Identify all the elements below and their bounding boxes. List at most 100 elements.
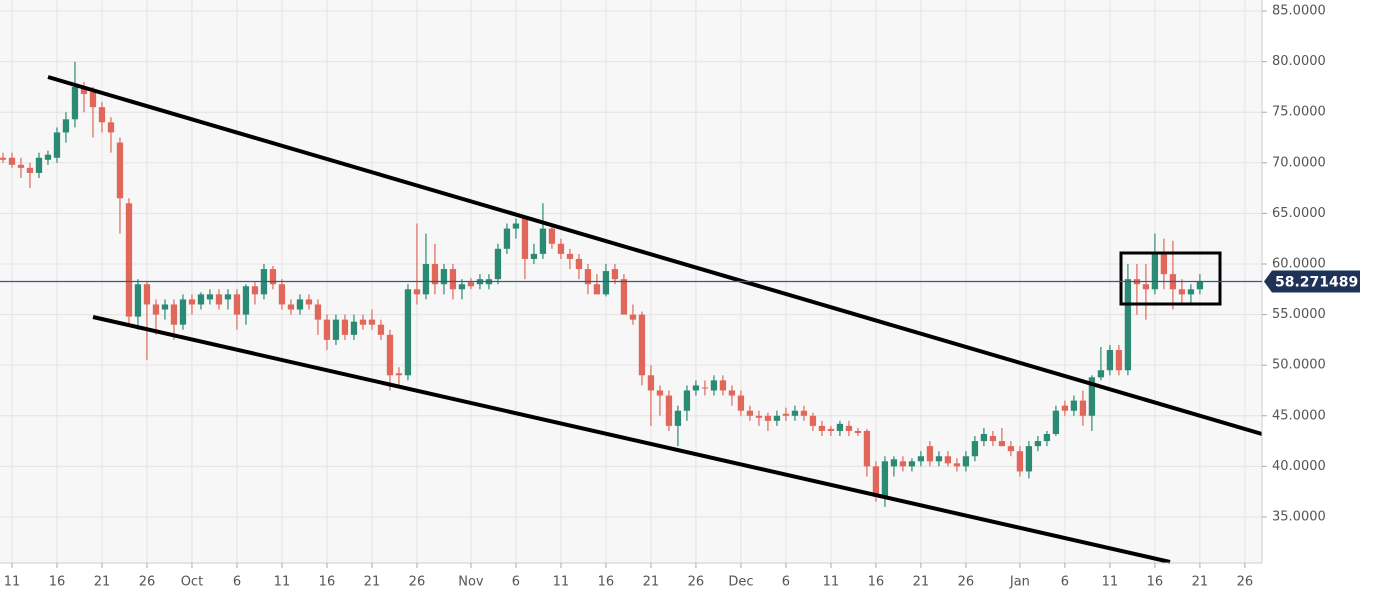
x-tick-label: 11: [274, 575, 291, 590]
candle-body: [1115, 350, 1123, 371]
annotations: [47, 75, 1263, 564]
x-tick-label: Dec: [728, 575, 753, 590]
candle-body: [953, 463, 961, 467]
candle-body: [656, 390, 664, 396]
candle-body: [305, 299, 313, 305]
candle-body: [629, 314, 637, 320]
candle-body: [692, 385, 700, 391]
candle-body: [890, 459, 898, 467]
candle-body: [773, 415, 781, 421]
candle-body: [1151, 253, 1159, 290]
candle-body: [1043, 433, 1051, 442]
candle-body: [827, 428, 835, 431]
y-tick-label: 80.0000: [1272, 54, 1326, 69]
candle-body: [998, 441, 1006, 447]
consolidation-box: [1119, 251, 1222, 306]
candle-body: [17, 164, 25, 168]
candle-body: [575, 258, 583, 270]
candle-body: [674, 410, 682, 426]
candle-body: [647, 375, 655, 391]
candle-body: [251, 286, 259, 295]
candle-body: [566, 253, 574, 259]
candle-body: [764, 415, 772, 421]
candle-body: [1016, 451, 1024, 472]
candle-body: [440, 269, 448, 285]
y-tick-label: 35.0000: [1272, 509, 1326, 524]
candle-body: [917, 456, 925, 462]
candle-body: [800, 410, 808, 416]
x-tick-label: 21: [94, 575, 111, 590]
x-tick-label: 21: [643, 575, 660, 590]
y-tick-label: 50.0000: [1272, 358, 1326, 373]
candle-body: [611, 269, 619, 280]
candle-body: [584, 269, 592, 285]
y-tick-label: 65.0000: [1272, 206, 1326, 221]
candle-body: [728, 390, 736, 396]
candle-body: [242, 286, 250, 315]
candle-body: [152, 304, 160, 315]
candle-body: [503, 228, 511, 249]
candle-body: [62, 119, 70, 133]
x-tick-label: 26: [1237, 575, 1254, 590]
candle-body: [89, 91, 97, 108]
candle-body: [1052, 410, 1060, 434]
x-tick-label: 6: [782, 575, 790, 590]
candle-body: [863, 430, 871, 467]
x-tick-label: 21: [364, 575, 381, 590]
candle-body: [431, 263, 439, 285]
x-tick-label: Oct: [181, 575, 203, 590]
candle-body: [224, 294, 232, 300]
x-tick-label: 26: [139, 575, 156, 590]
candle-body: [233, 294, 241, 315]
x-tick-label: 21: [913, 575, 930, 590]
candle-body: [791, 410, 799, 416]
candle-body: [341, 319, 349, 335]
candle-body: [188, 299, 196, 305]
candle-body: [845, 425, 853, 431]
candle-body: [1061, 405, 1069, 411]
candle-body: [719, 380, 727, 391]
candle-body: [809, 415, 817, 426]
candle-body: [422, 263, 430, 295]
candle-body: [332, 319, 340, 340]
candle-body: [944, 456, 952, 464]
candle-body: [926, 446, 934, 462]
grid: [0, 0, 1262, 563]
last-price-label: 58.271489: [1275, 274, 1358, 290]
candle-body: [404, 289, 412, 376]
y-tick-label: 55.0000: [1272, 307, 1326, 322]
candle-body: [701, 387, 709, 389]
x-tick-label: 11: [553, 575, 570, 590]
candle-body: [287, 304, 295, 310]
candle-body: [602, 271, 610, 295]
y-tick-label: 60.0000: [1272, 256, 1326, 271]
candle-body: [1187, 289, 1195, 295]
candle-body: [755, 415, 763, 418]
x-tick-label: 11: [1102, 575, 1119, 590]
candle-body: [899, 461, 907, 467]
x-tick-label: 16: [1147, 575, 1164, 590]
x-tick-label: Nov: [458, 575, 484, 590]
candle-body: [548, 228, 556, 244]
candle-body: [620, 279, 628, 315]
candle-body: [278, 284, 286, 305]
candle-body: [179, 299, 187, 325]
candle-body: [53, 132, 61, 158]
x-tick-label: 16: [868, 575, 885, 590]
candle-body: [458, 284, 466, 290]
candle-body: [71, 86, 79, 120]
candle-body: [215, 294, 223, 305]
candle-body: [494, 248, 502, 280]
x-tick-label: 16: [598, 575, 615, 590]
candle-body: [323, 319, 331, 340]
candle-body: [1160, 253, 1168, 275]
candle-body: [971, 441, 979, 457]
candle-body: [359, 319, 367, 325]
candle-body: [557, 243, 565, 254]
candle-body: [1142, 284, 1150, 290]
candle-body: [395, 373, 403, 376]
y-tick-label: 85.0000: [1272, 4, 1326, 19]
x-tick-label: 16: [49, 575, 66, 590]
candle-body: [1025, 446, 1033, 472]
